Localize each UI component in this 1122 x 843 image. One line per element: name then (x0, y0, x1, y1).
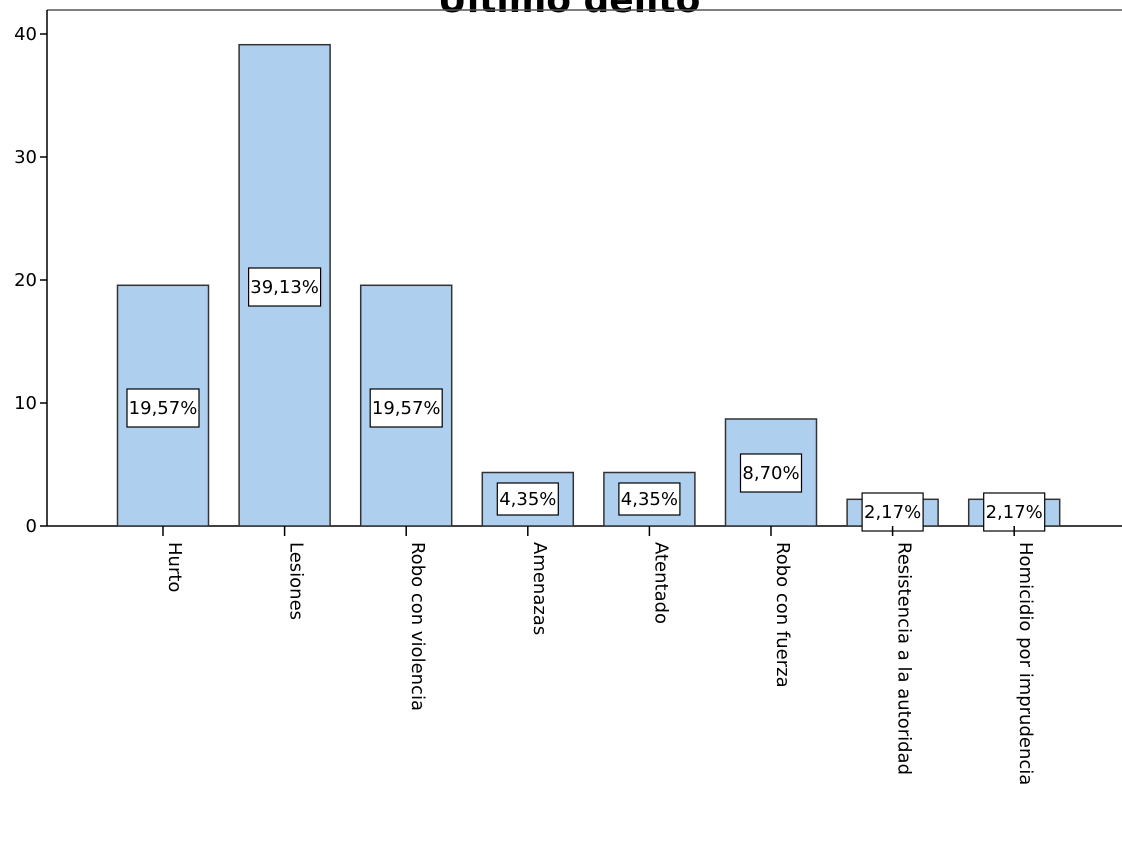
data-label-box (496, 482, 559, 516)
data-label: 4,35% (499, 489, 556, 510)
x-tick-label: Homicidio por imprudencia (1015, 542, 1036, 785)
bars-group: 19,57% 39,13% 19,57% 4,35% 4,35% 8,70% 2,17% 2,… (116, 43, 1061, 532)
x-tick-label: Robo con fuerza (772, 542, 793, 688)
data-label: 4,35% (621, 489, 678, 510)
data-label: 2,17% (864, 502, 921, 523)
y-tick-label: 30 (14, 147, 37, 168)
y-tick-label: 20 (14, 270, 37, 291)
data-label: 19,57% (372, 398, 441, 419)
x-tick-label: Atentado (650, 542, 671, 624)
x-tick-label: Robo con violencia (407, 542, 428, 711)
data-label-box (248, 267, 322, 307)
data-label: 19,57% (129, 398, 198, 419)
x-tick-label: Resistencia a la autoridad (894, 542, 915, 775)
data-label: 2,17% (986, 502, 1043, 523)
x-tick-label: Hurto (164, 542, 185, 592)
y-tick-label: 0 (26, 516, 37, 537)
y-axis-ticks: 0 10 20 30 40 (14, 24, 47, 537)
data-label-box (739, 453, 803, 493)
x-tick-label: Lesiones (286, 542, 307, 620)
y-tick-label: 40 (14, 24, 37, 45)
data-label: 39,13% (250, 277, 319, 298)
data-label-box (126, 388, 200, 428)
x-axis-ticks: Hurto Lesiones Robo con violencia Amenazas A… (162, 526, 1036, 785)
data-label-box (618, 482, 681, 516)
data-label-box (369, 388, 443, 428)
x-tick-label: Amenazas (529, 542, 550, 635)
data-label: 8,70% (742, 463, 799, 484)
y-tick-label: 10 (14, 393, 37, 414)
data-label-box (983, 492, 1046, 532)
